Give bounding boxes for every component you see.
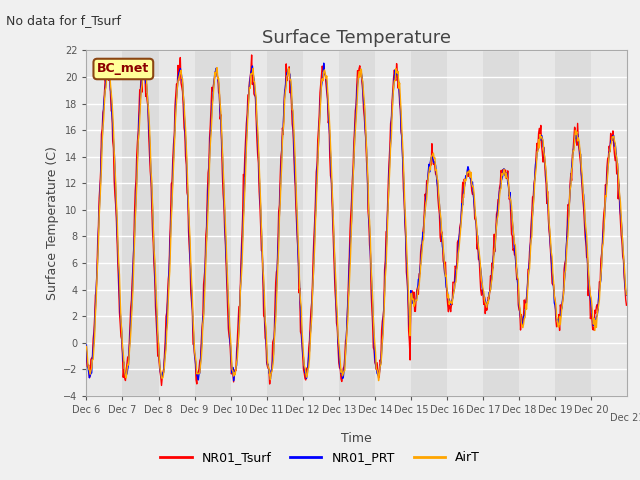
Bar xyxy=(555,50,591,396)
Legend: NR01_Tsurf, NR01_PRT, AirT: NR01_Tsurf, NR01_PRT, AirT xyxy=(156,446,484,469)
Bar xyxy=(519,50,555,396)
Bar xyxy=(86,50,122,396)
Bar xyxy=(230,50,267,396)
Bar xyxy=(591,50,627,396)
Bar xyxy=(303,50,339,396)
Text: No data for f_Tsurf: No data for f_Tsurf xyxy=(6,14,122,27)
Text: Dec 21: Dec 21 xyxy=(610,413,640,423)
Bar xyxy=(411,50,447,396)
X-axis label: Time: Time xyxy=(341,432,372,444)
Bar xyxy=(159,50,195,396)
Bar xyxy=(447,50,483,396)
Bar xyxy=(122,50,159,396)
Text: BC_met: BC_met xyxy=(97,62,150,75)
Y-axis label: Surface Temperature (C): Surface Temperature (C) xyxy=(46,146,59,300)
Bar xyxy=(375,50,411,396)
Bar xyxy=(483,50,519,396)
Bar xyxy=(339,50,375,396)
Bar xyxy=(195,50,230,396)
Title: Surface Temperature: Surface Temperature xyxy=(262,29,451,48)
Bar xyxy=(267,50,303,396)
